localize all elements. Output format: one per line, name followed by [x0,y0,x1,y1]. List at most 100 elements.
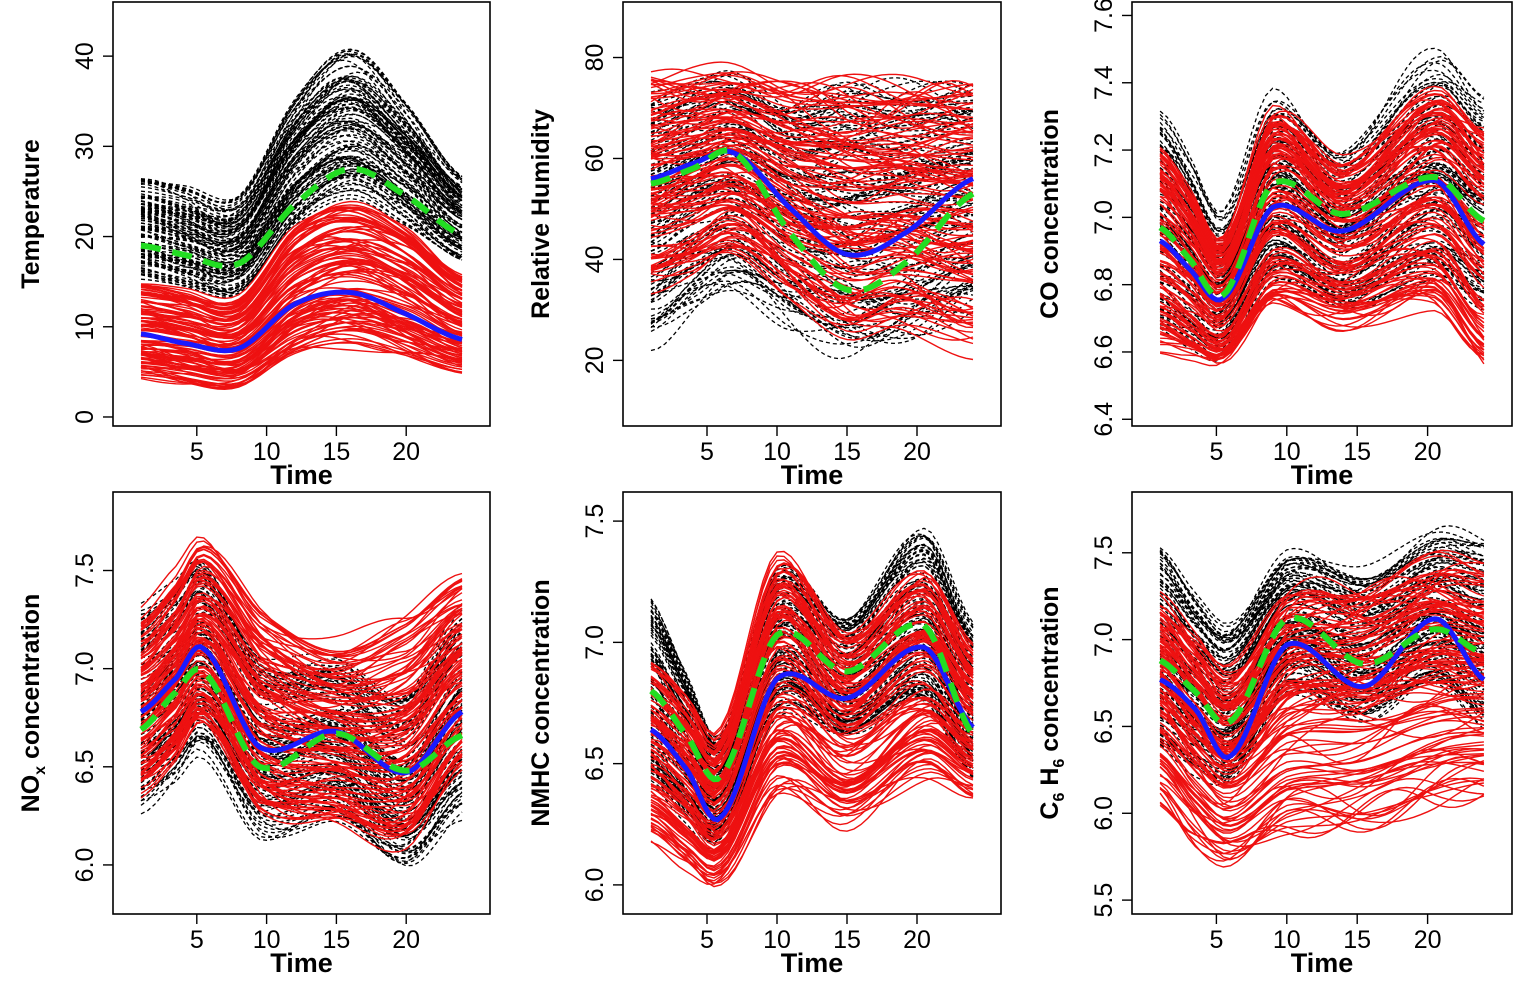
y-tick-label: 10 [71,313,99,341]
dashed-black-curve [140,143,463,263]
solid-red-curve [140,650,463,762]
y-axis-title: Relative Humidity [527,109,555,319]
dashed-black-curve [140,144,463,266]
x-tick-label: 10 [1273,438,1301,466]
dashed-black-curve [650,184,974,242]
dashed-black-curve [650,534,974,742]
dashed-black-curve [650,557,974,744]
dashed-black-curve [650,178,974,230]
y-tick-label: 60 [581,145,609,173]
solid-red-curve [1159,761,1484,840]
solid-red-curve [650,583,974,762]
solid-red-curve [1159,709,1484,795]
solid-red-curve [650,216,974,315]
panel-1: 5 10 15 20 Time 20 40 60 80 Relative Humidity [527,1,1002,490]
dashed-black-curve [1159,557,1485,650]
dashed-black-curve [140,107,463,241]
solid-red-curve [140,560,463,665]
solid-red-curve [140,573,463,678]
solid-red-curve [1159,693,1484,784]
plot-area [140,48,464,391]
x-tick-label: 5 [190,926,204,954]
dashed-black-curve [140,65,463,211]
dashed-black-curve [140,726,463,859]
solid-red-curve [140,677,463,798]
y-tick-label: 5.5 [1090,883,1118,918]
dashed-black-curve [650,548,974,747]
solid-red-curve [140,706,463,820]
solid-red-curve [650,616,974,772]
x-tick-label: 10 [1273,926,1301,954]
dashed-black-curve [1159,81,1485,242]
dashed-black-curve [140,157,463,271]
dashed-black-curve [140,97,463,229]
dashed-black-curve [1159,555,1485,652]
dashed-black-curve [650,692,974,832]
solid-red-curve [1159,747,1484,831]
solid-red-curve [140,685,463,775]
panel-2: 5 10 15 20 Time 6.4 6.6 6.8 7.0 7.2 7.4 7.6 CO conce… [1036,0,1513,490]
y-tick-label: 30 [71,132,99,160]
x-tick-label: 15 [833,438,861,466]
solid-red-curve [140,600,463,703]
dashed-black-curve [140,172,463,286]
dashed-black-curve [140,50,463,203]
dashed-black-curve [650,106,974,162]
dashed-black-curve [140,740,463,863]
y-tick-label: 6.8 [1090,267,1118,302]
dashed-black-curve [1160,235,1485,331]
y-tick-label: 40 [581,246,609,274]
dashed-black-curve [140,748,463,851]
dashed-black-curve [1159,666,1485,762]
solid-red-curve [650,246,974,361]
dashed-black-curve [650,109,974,150]
solid-red-curve [140,280,463,348]
dashed-black-curve [140,59,463,218]
solid-red-curve [1159,264,1485,344]
solid-red-curve [650,79,974,122]
solid-red-curve [1159,198,1485,307]
solid-red-curve [650,631,974,794]
solid-red-curve [650,143,974,190]
y-tick-label: 6.5 [581,746,609,781]
green-dashed-mean-line [650,147,975,294]
solid-red-curve [650,228,974,317]
solid-red-curve [1159,146,1485,271]
solid-red-curve [140,596,463,675]
solid-red-curve [140,325,463,377]
x-tick-label: 5 [190,438,204,466]
solid-red-curve [650,120,974,161]
solid-red-curve [140,238,463,326]
x-axis-title: Time [1291,460,1354,490]
dashed-black-curve [140,75,463,225]
solid-red-curve [1159,117,1485,255]
dashed-black-curve [1159,549,1485,640]
dashed-black-curve [140,75,463,213]
solid-red-curve [650,645,974,804]
dashed-black-curve [650,223,974,285]
solid-red-curve [650,110,974,157]
solid-red-curve [650,222,974,324]
dashed-black-curve [140,93,463,233]
solid-red-curve [140,612,463,715]
dashed-black-curve [650,564,974,760]
x-tick-label: 15 [1343,926,1371,954]
dashed-black-curve [141,140,463,251]
x-tick-label: 15 [322,438,350,466]
solid-red-curve [1160,283,1485,355]
y-axis-title: C6 H6 concentration [1036,586,1068,819]
dashed-black-curve [140,55,463,204]
dashed-black-curve [1159,674,1485,783]
solid-red-curve [650,148,974,204]
dashed-black-curve [140,126,463,254]
x-tick-label: 5 [700,438,714,466]
y-tick-label: 0 [71,410,99,424]
dashed-black-curve [140,589,463,722]
solid-red-curve [1160,247,1485,326]
solid-red-curve [1159,218,1485,317]
solid-red-curve [650,584,974,760]
solid-red-curve [1159,112,1485,251]
dashed-black-curve [650,527,974,738]
dashed-black-curve [650,227,974,271]
solid-red-curve [650,777,974,888]
